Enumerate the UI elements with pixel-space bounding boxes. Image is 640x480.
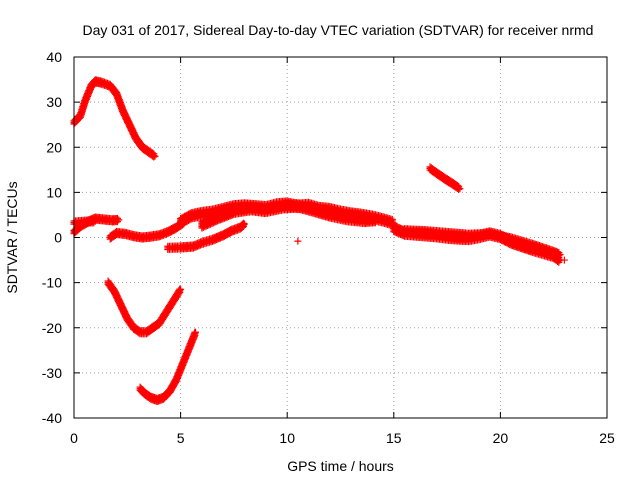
data-marker (176, 288, 184, 296)
y-tick-label: 40 (46, 49, 62, 65)
series-outlier-10.5 (294, 237, 302, 245)
data-marker (150, 153, 158, 161)
y-tick-label: -20 (42, 320, 62, 336)
series-arc-neg2 (164, 219, 249, 253)
series-arc-hump-lower (198, 199, 381, 232)
y-tick-label: 10 (46, 184, 62, 200)
y-tick-label: -10 (42, 275, 62, 291)
y-tick-label: 30 (46, 94, 62, 110)
series-arc-dip-35 (136, 328, 200, 406)
x-tick-label: 5 (177, 430, 185, 446)
y-tick-label: -40 (42, 410, 62, 426)
chart-title: Day 031 of 2017, Sidereal Day-to-day VTE… (83, 22, 594, 38)
x-tick-label: 0 (70, 430, 78, 446)
y-tick-label: 0 (54, 230, 62, 246)
y-axis-label: SDTVAR / TECUs (4, 181, 20, 293)
x-axis-label: GPS time / hours (287, 458, 394, 474)
series-arc-top-left (70, 76, 159, 161)
data-marker (241, 220, 249, 228)
series-arc-dip-20 (104, 277, 185, 338)
data-marker (90, 219, 98, 227)
data-marker (192, 328, 200, 336)
y-tick-label: -30 (42, 365, 62, 381)
data-marker (294, 237, 302, 245)
series-arc-short-15 (426, 163, 464, 193)
y-tick-label: 20 (46, 139, 62, 155)
x-tick-label: 15 (386, 430, 402, 446)
data-marker (91, 217, 99, 225)
x-tick-label: 10 (279, 430, 295, 446)
x-tick-label: 20 (493, 430, 509, 446)
data-marker (151, 152, 159, 160)
x-tick-label: 25 (599, 430, 615, 446)
data-marker (175, 290, 183, 298)
data-points (70, 76, 568, 406)
data-marker (113, 218, 121, 226)
data-marker (177, 285, 185, 293)
data-marker (115, 216, 123, 224)
